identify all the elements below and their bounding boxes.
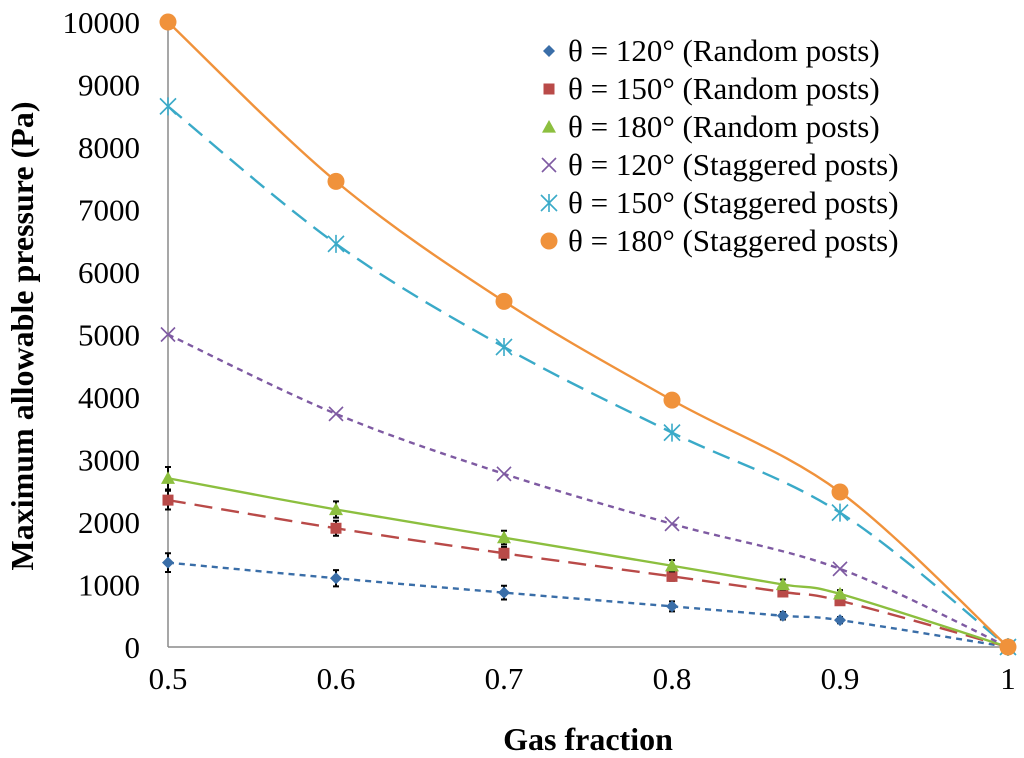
data-point (327, 234, 345, 253)
legend-item: θ = 120° (Staggered posts) (541, 147, 899, 182)
legend-label: θ = 120° (Staggered posts) (568, 147, 899, 182)
legend-label: θ = 180° (Staggered posts) (568, 223, 899, 258)
series-3 (161, 466, 1015, 653)
data-point (330, 522, 342, 534)
y-tick-label: 4000 (78, 380, 140, 415)
y-tick-label: 3000 (78, 443, 140, 478)
data-point (498, 586, 510, 599)
x-tick-label: 1 (1000, 661, 1016, 696)
legend-marker (543, 83, 555, 95)
data-point (834, 614, 846, 627)
data-point (496, 466, 512, 482)
x-tick-label: 0.9 (821, 661, 860, 696)
series-6 (159, 13, 1017, 656)
data-point (495, 292, 513, 310)
series-2 (162, 489, 1014, 653)
legend-label: θ = 180° (Random posts) (568, 109, 880, 144)
legend-marker (541, 157, 557, 173)
data-point (328, 406, 344, 422)
x-tick-label: 0.7 (485, 661, 524, 696)
y-tick-label: 7000 (78, 193, 140, 228)
series-line (167, 561, 1009, 649)
data-point (664, 516, 680, 532)
tick-labels: 0 1000 2000 3000 4000 5000 6000 7000 8000 9000 100… (63, 5, 1016, 696)
data-point (663, 423, 681, 442)
legend-marker (540, 194, 558, 212)
legend: θ = 120° (Random posts)θ = 150° (Random … (540, 33, 899, 258)
x-tick-label: 0.8 (653, 661, 692, 696)
series-line (167, 333, 1009, 649)
data-point (666, 600, 678, 613)
legend-label: θ = 150° (Random posts) (568, 71, 880, 106)
legend-label: θ = 120° (Random posts) (568, 33, 880, 68)
data-point (160, 326, 176, 343)
data-point (159, 97, 177, 116)
y-tick-label: 1000 (78, 568, 140, 603)
y-tick-label: 8000 (78, 130, 140, 165)
x-tick-label: 0.6 (317, 661, 356, 696)
series-4 (160, 326, 1016, 655)
series-line (167, 21, 1009, 648)
x-tick-label: 0.5 (149, 661, 188, 696)
y-axis-title: Maximum allowable pressure (Pa) (4, 102, 40, 571)
y-tick-label: 6000 (78, 255, 140, 290)
data-point (159, 13, 177, 31)
data-point (834, 595, 846, 607)
legend-marker (542, 120, 556, 133)
y-tick-label: 0 (125, 630, 141, 665)
data-point (777, 586, 789, 598)
data-series (159, 13, 1017, 656)
series-1 (162, 552, 1014, 653)
data-point (162, 556, 174, 569)
series-5 (159, 97, 1017, 656)
data-point (663, 391, 681, 409)
legend-item: θ = 180° (Random posts) (542, 109, 880, 144)
data-point (161, 471, 175, 484)
data-point (776, 609, 789, 622)
legend-marker (543, 45, 555, 57)
y-tick-label: 2000 (78, 505, 140, 540)
legend-label: θ = 150° (Staggered posts) (568, 185, 899, 220)
x-axis-title: Gas fraction (503, 721, 673, 757)
data-point (999, 638, 1017, 656)
data-point (666, 570, 678, 582)
data-point (495, 338, 513, 356)
series-line (167, 105, 1009, 648)
legend-item: θ = 150° (Random posts) (543, 71, 880, 106)
data-point (327, 172, 345, 190)
data-point (775, 577, 790, 591)
y-tick-label: 10000 (63, 5, 141, 40)
data-point (330, 572, 342, 585)
series-line (167, 477, 1009, 649)
legend-item: θ = 180° (Staggered posts) (540, 223, 899, 258)
data-point (498, 547, 510, 559)
data-point (831, 483, 849, 501)
data-point (832, 561, 848, 577)
y-tick-label: 9000 (78, 68, 140, 103)
legend-marker (540, 232, 558, 250)
data-point (497, 530, 511, 544)
legend-item: θ = 120° (Random posts) (543, 33, 880, 68)
data-point (665, 558, 679, 572)
data-point (329, 502, 343, 516)
data-point (833, 586, 847, 600)
legend-item: θ = 150° (Staggered posts) (540, 185, 899, 220)
data-point (162, 494, 174, 506)
y-tick-label: 5000 (78, 318, 140, 353)
data-point (831, 503, 849, 522)
